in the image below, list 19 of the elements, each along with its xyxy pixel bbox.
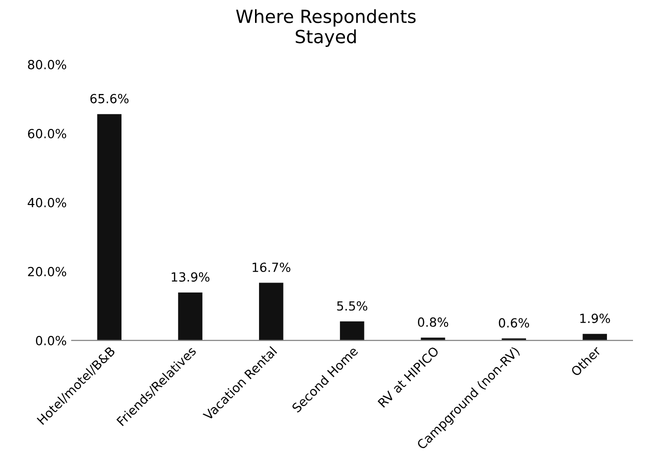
data-label: 13.9% [172, 272, 210, 282]
data-label: 0.6% [498, 318, 530, 328]
data-label: 0.8% [418, 317, 448, 327]
bar [259, 282, 284, 340]
data-label: 5.5% [337, 301, 368, 311]
y-tick-label: 40.0% [28, 198, 66, 208]
bar [178, 292, 202, 340]
y-tick-label: 0.0% [36, 336, 66, 346]
data-label: 1.9% [580, 314, 610, 324]
chart-title: Where Respondents Stayed [236, 9, 416, 47]
data-label: 65.6% [90, 94, 129, 104]
bar [582, 334, 607, 340]
y-tick-label: 80.0% [28, 60, 66, 70]
bar [97, 114, 122, 340]
bar [340, 321, 364, 340]
bar [420, 338, 446, 340]
data-label: 16.7% [252, 262, 290, 272]
y-tick-label: 20.0% [28, 266, 66, 276]
y-tick-label: 60.0% [28, 128, 66, 138]
